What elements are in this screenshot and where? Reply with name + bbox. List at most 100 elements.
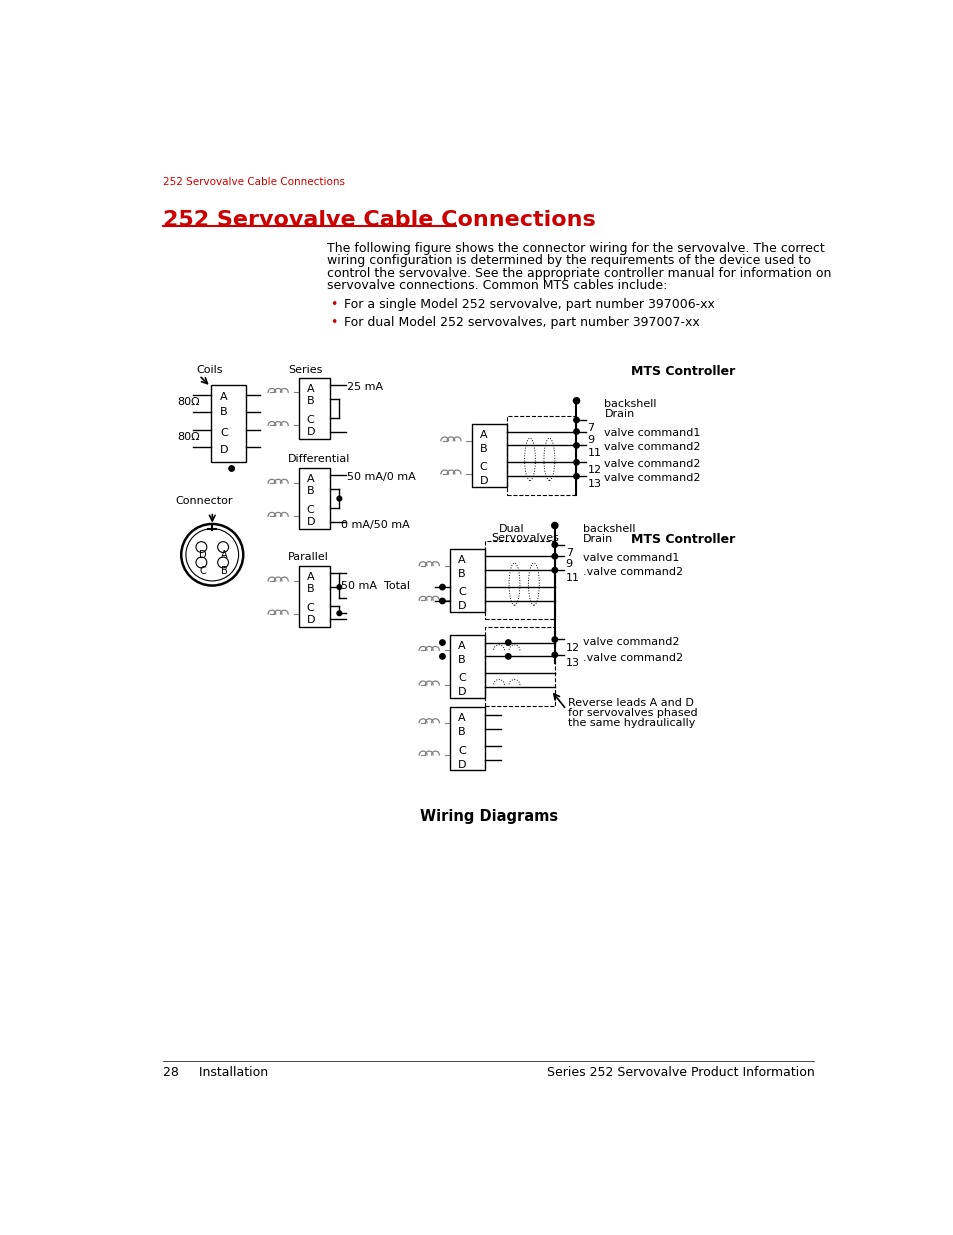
Text: backshell: backshell [604,399,657,409]
Text: C: C [199,566,206,576]
Circle shape [439,653,445,659]
Text: 9: 9 [587,435,594,445]
Text: the same hydraulically: the same hydraulically [567,718,695,727]
Circle shape [573,417,578,422]
Text: D: D [220,446,229,456]
Text: Coils: Coils [196,366,223,375]
Text: D: D [307,615,315,625]
Text: D: D [199,550,207,561]
Text: B: B [457,727,465,737]
Text: Dual: Dual [498,524,524,534]
Circle shape [336,585,341,589]
Text: A: A [220,391,228,401]
Circle shape [552,567,557,573]
Text: C: C [220,427,228,437]
Text: B: B [220,566,227,576]
Bar [484,627,555,705]
Text: 25 mA: 25 mA [347,382,383,391]
Text: Servovalves: Servovalves [491,534,558,543]
Text: D: D [457,760,466,769]
Text: A: A [307,384,314,394]
Text: A: A [307,572,314,582]
Text: valve command2: valve command2 [604,459,700,469]
Text: Series: Series [288,366,322,375]
Text: 252 Servovalve Cable Connections: 252 Servovalve Cable Connections [163,210,596,230]
Text: valve command2: valve command2 [604,442,700,452]
Text: For a single Model 252 servovalve, part number 397006-xx: For a single Model 252 servovalve, part … [344,299,714,311]
Text: Connector: Connector [174,496,233,506]
Circle shape [229,466,234,472]
Text: B: B [307,584,314,594]
Text: for servovalves phased: for servovalves phased [567,708,697,718]
Circle shape [552,542,557,547]
Bar [298,566,330,627]
Text: D: D [457,601,466,611]
Bar [484,541,555,620]
Bar [506,416,576,495]
Text: MTS Controller: MTS Controller [630,366,734,378]
Circle shape [573,473,578,479]
Text: valve command1: valve command1 [604,429,700,438]
Bar [450,635,484,698]
Text: 80Ω: 80Ω [177,396,200,406]
Text: C: C [479,462,487,472]
Text: valve command2: valve command2 [604,473,700,483]
Text: 11: 11 [565,573,579,583]
Text: Drain: Drain [582,534,613,543]
Text: 7: 7 [565,548,572,558]
Text: Differential: Differential [288,454,350,464]
Text: A: A [457,555,465,564]
Circle shape [573,429,578,435]
Text: 50 mA/0 mA: 50 mA/0 mA [347,472,416,482]
Circle shape [552,553,557,559]
Circle shape [552,652,557,657]
Text: C: C [457,746,465,756]
Text: B: B [457,568,465,579]
Text: C: C [307,505,314,515]
Circle shape [439,584,445,590]
Text: valve command1: valve command1 [582,553,679,563]
Circle shape [573,398,579,404]
Text: •: • [330,316,337,329]
Text: 13: 13 [565,658,579,668]
Text: 11: 11 [587,448,600,458]
Text: control the servovalve. See the appropriate controller manual for information on: control the servovalve. See the appropri… [327,267,830,280]
Text: C: C [457,587,465,597]
Text: backshell: backshell [582,524,635,534]
Text: C: C [307,603,314,613]
Text: A: A [220,550,227,561]
Text: B: B [307,487,314,496]
Text: servovalve connections. Common MTS cables include:: servovalve connections. Common MTS cable… [327,279,667,293]
Text: 13: 13 [587,479,600,489]
Text: B: B [479,443,487,454]
Text: D: D [307,427,315,437]
Text: 0 mA/50 mA: 0 mA/50 mA [340,520,409,530]
Circle shape [336,496,341,501]
Text: C: C [307,415,314,425]
Text: 28     Installation: 28 Installation [163,1066,268,1079]
Text: Parallel: Parallel [288,552,329,562]
Circle shape [505,653,511,659]
Text: •: • [330,299,337,311]
Text: 9: 9 [565,559,572,569]
Text: .valve command2: .valve command2 [582,652,682,662]
Text: The following figure shows the connector wiring for the servovalve. The correct: The following figure shows the connector… [327,242,823,256]
Text: A: A [457,714,465,724]
Text: 7: 7 [587,424,594,433]
Text: B: B [307,396,314,406]
Bar [450,708,484,771]
Bar [298,468,330,530]
Text: Reverse leads A and D: Reverse leads A and D [567,698,693,708]
Text: B: B [220,406,228,417]
Text: Wiring Diagrams: Wiring Diagrams [419,809,558,824]
Text: D: D [457,687,466,698]
Text: Series 252 Servovalve Product Information: Series 252 Servovalve Product Informatio… [546,1066,814,1079]
Text: 12: 12 [565,642,579,652]
Circle shape [552,637,557,642]
Text: MTS Controller: MTS Controller [630,534,734,546]
Circle shape [439,598,445,604]
Text: 252 Servovalve Cable Connections: 252 Servovalve Cable Connections [163,178,345,188]
Text: 80Ω: 80Ω [177,431,200,442]
Circle shape [573,459,578,466]
Circle shape [551,522,558,529]
